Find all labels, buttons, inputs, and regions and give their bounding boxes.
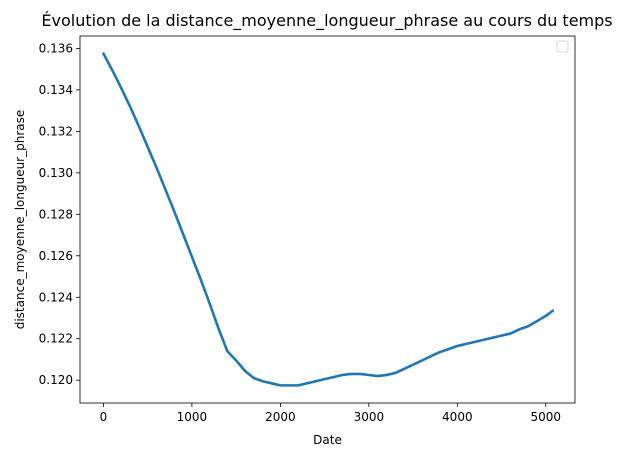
y-axis-label: distance_moyenne_longueur_phrase <box>13 110 27 330</box>
y-axis: 0.120 0.122 0.124 0.126 0.128 0.130 0.132 0.134… <box>39 41 80 387</box>
x-tick-label: 1000 <box>177 410 208 424</box>
x-axis: 0 1000 2000 3000 4000 5000 <box>100 403 561 424</box>
y-tick-label: 0.130 <box>39 166 73 180</box>
y-tick-label: 0.128 <box>39 207 73 221</box>
x-axis-label: Date <box>313 433 342 447</box>
x-tick-label: 4000 <box>442 410 473 424</box>
x-tick-label: 0 <box>100 410 108 424</box>
y-tick-label: 0.134 <box>39 83 73 97</box>
axes-frame <box>79 35 576 404</box>
chart-title: Évolution de la distance_moyenne_longueu… <box>41 11 612 31</box>
y-tick-label: 0.136 <box>39 41 73 55</box>
y-tick-label: 0.120 <box>39 373 73 387</box>
plot-area <box>102 52 555 387</box>
y-tick-label: 0.126 <box>39 249 73 263</box>
x-tick-label: 5000 <box>531 410 562 424</box>
y-tick-label: 0.132 <box>39 124 73 138</box>
series-line <box>102 52 555 387</box>
x-tick-label: 3000 <box>354 410 385 424</box>
x-tick-label: 2000 <box>265 410 296 424</box>
legend-box <box>556 40 569 53</box>
y-tick-label: 0.124 <box>39 290 73 304</box>
y-tick-label: 0.122 <box>39 332 73 346</box>
